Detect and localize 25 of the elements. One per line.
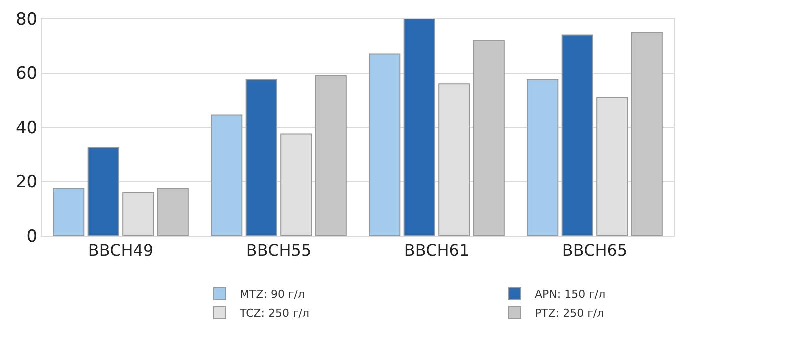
legend-label: PTZ: 250 г/л <box>535 307 604 320</box>
bar <box>562 34 594 236</box>
x-tick-label: BBCH65 <box>562 241 628 260</box>
bar <box>631 32 663 236</box>
y-tick-label: 80 <box>16 10 38 30</box>
bar <box>369 54 401 236</box>
bar <box>246 80 278 236</box>
bar <box>473 40 505 236</box>
bar <box>53 188 85 236</box>
x-tick-label: BBCH55 <box>246 241 312 260</box>
y-tick-label: 0 <box>26 226 38 247</box>
y-tick-label: 20 <box>16 172 38 193</box>
bar <box>527 80 559 236</box>
bar <box>88 147 120 236</box>
x-tick-label: BBCH61 <box>404 241 470 260</box>
bar <box>315 75 347 236</box>
x-tick-label: BBCH49 <box>88 241 154 260</box>
y-tick-label: 60 <box>16 64 38 84</box>
legend-label: APN: 150 г/л <box>535 288 606 302</box>
bar <box>211 114 243 236</box>
legend-label: TCZ: 250 г/л <box>239 307 310 320</box>
bar <box>404 19 436 236</box>
bar <box>157 188 189 236</box>
y-tick-label: 40 <box>16 118 38 138</box>
legend-label: MTZ: 90 г/л <box>240 288 305 302</box>
